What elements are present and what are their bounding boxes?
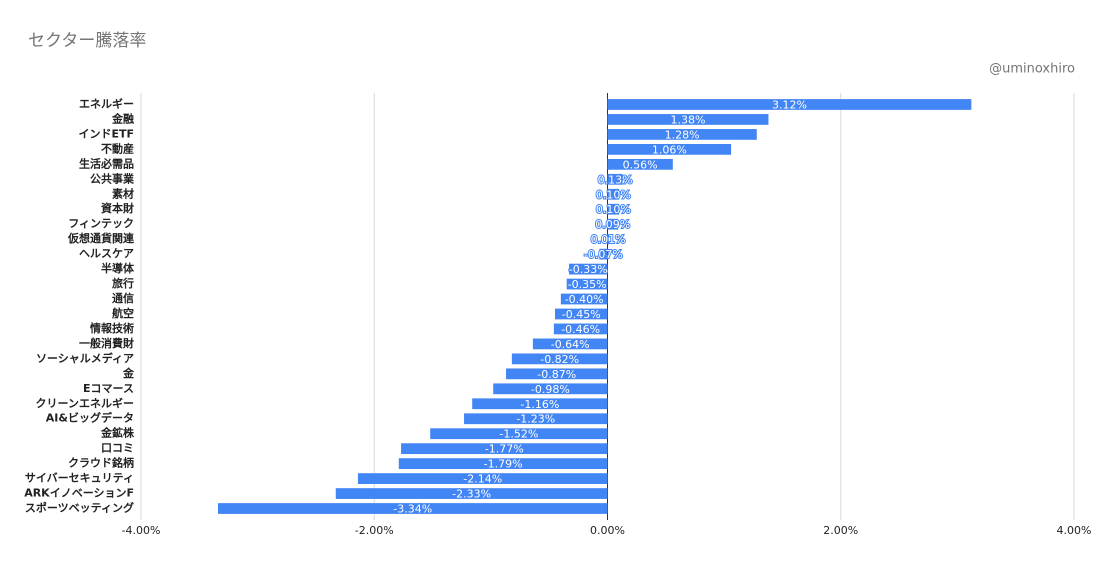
value-label: -2.33%	[452, 488, 491, 501]
value-label: 0.01%	[591, 233, 626, 246]
y-tick-label: 一般消費財	[79, 336, 134, 350]
value-label: -0.33%	[569, 263, 608, 276]
value-label: 0.56%	[623, 158, 658, 171]
value-label: -0.87%	[537, 368, 576, 381]
y-tick-label: 旅行	[112, 276, 134, 290]
value-label: -0.82%	[540, 353, 579, 366]
y-tick-label: 生活必需品	[79, 156, 134, 170]
bar	[401, 443, 608, 455]
bar	[607, 173, 623, 185]
value-label: -1.77%	[485, 443, 524, 456]
bar	[607, 114, 769, 125]
y-tick-label: 口コミ	[101, 442, 134, 455]
y-tick-label: インドETF	[78, 127, 134, 140]
y-tick-label: スポーツベッティング	[25, 501, 134, 515]
bar	[599, 248, 608, 260]
bar	[607, 99, 972, 110]
y-tick-label: 公共事業	[90, 171, 135, 185]
y-tick-label: 金	[122, 366, 135, 380]
bar	[464, 413, 608, 425]
y-tick-label: 資本財	[101, 201, 134, 215]
y-tick-label: AI&ビッグデータ	[46, 411, 134, 425]
chart-title: セクター騰落率	[28, 31, 146, 51]
x-tick-label: 2.00%	[823, 524, 858, 537]
value-label: -0.07%	[584, 248, 623, 261]
value-label: 0.10%	[596, 188, 631, 201]
bar	[555, 308, 608, 320]
bar	[607, 129, 757, 140]
y-tick-label: サイバーセキュリティ	[25, 472, 134, 485]
bar	[553, 323, 608, 335]
value-label: -0.98%	[531, 383, 570, 396]
y-tick-label: ARKイノベーションF	[24, 487, 134, 500]
bar	[511, 353, 608, 365]
bar	[532, 338, 608, 350]
y-tick-label: 金融	[111, 111, 134, 125]
y-tick-label: 不動産	[101, 141, 134, 155]
y-tick-label: 半導体	[101, 261, 135, 275]
bar	[566, 278, 608, 290]
y-tick-label: クリーンエネルギー	[36, 396, 134, 410]
x-tick-label: -2.00%	[355, 524, 394, 537]
value-label: -1.23%	[516, 413, 555, 426]
bar	[506, 368, 608, 380]
y-tick-label: 通信	[112, 291, 134, 305]
y-tick-label: 素材	[112, 186, 134, 200]
bar	[569, 263, 608, 275]
value-label: -0.45%	[562, 308, 601, 321]
y-tick-label: エネルギー	[79, 96, 134, 110]
bar	[607, 233, 609, 245]
y-tick-label: 情報技術	[90, 321, 134, 335]
bar	[607, 143, 732, 155]
bar	[560, 293, 608, 305]
value-label: 1.06%	[652, 143, 687, 156]
x-tick-label: 0.00%	[590, 524, 625, 537]
value-label: 0.13%	[598, 173, 633, 186]
bar	[607, 203, 620, 215]
y-tick-label: ソーシャルメディア	[36, 351, 134, 365]
value-label: -1.16%	[520, 398, 559, 411]
bar	[493, 383, 608, 395]
value-label: -3.34%	[393, 503, 432, 516]
bar	[430, 428, 608, 440]
bar	[607, 218, 618, 230]
y-tick-label: Eコマース	[83, 382, 134, 395]
value-label: -2.14%	[463, 473, 502, 486]
y-tick-label: クラウド銘柄	[68, 456, 134, 470]
x-tick-label: 4.00%	[1057, 524, 1092, 537]
value-label: 1.38%	[670, 113, 705, 126]
value-label: 0.10%	[596, 203, 631, 216]
x-tick-label: -4.00%	[122, 524, 161, 537]
bar	[607, 188, 620, 200]
bar	[607, 158, 673, 170]
value-label: -1.52%	[499, 428, 538, 441]
value-label: 3.12%	[772, 98, 807, 111]
bar	[335, 488, 608, 499]
value-label: -0.35%	[568, 278, 607, 291]
y-tick-label: フィンテック	[68, 217, 134, 230]
value-label: 0.09%	[595, 218, 630, 231]
value-label: -1.79%	[484, 458, 523, 471]
bar	[217, 503, 608, 514]
bar	[398, 458, 608, 470]
chart-subtitle: @uminoxhiro	[989, 62, 1075, 77]
value-label: -0.40%	[565, 293, 604, 306]
y-tick-label: 仮想通貨関連	[67, 231, 135, 245]
y-tick-label: 航空	[112, 306, 134, 320]
bar	[472, 398, 608, 410]
y-tick-label: 金鉱株	[100, 426, 135, 440]
bar	[357, 473, 608, 484]
value-label: -0.46%	[561, 323, 600, 336]
value-label: 1.28%	[665, 128, 700, 141]
y-tick-label: ヘルスケア	[79, 247, 134, 260]
value-label: -0.64%	[551, 338, 590, 351]
